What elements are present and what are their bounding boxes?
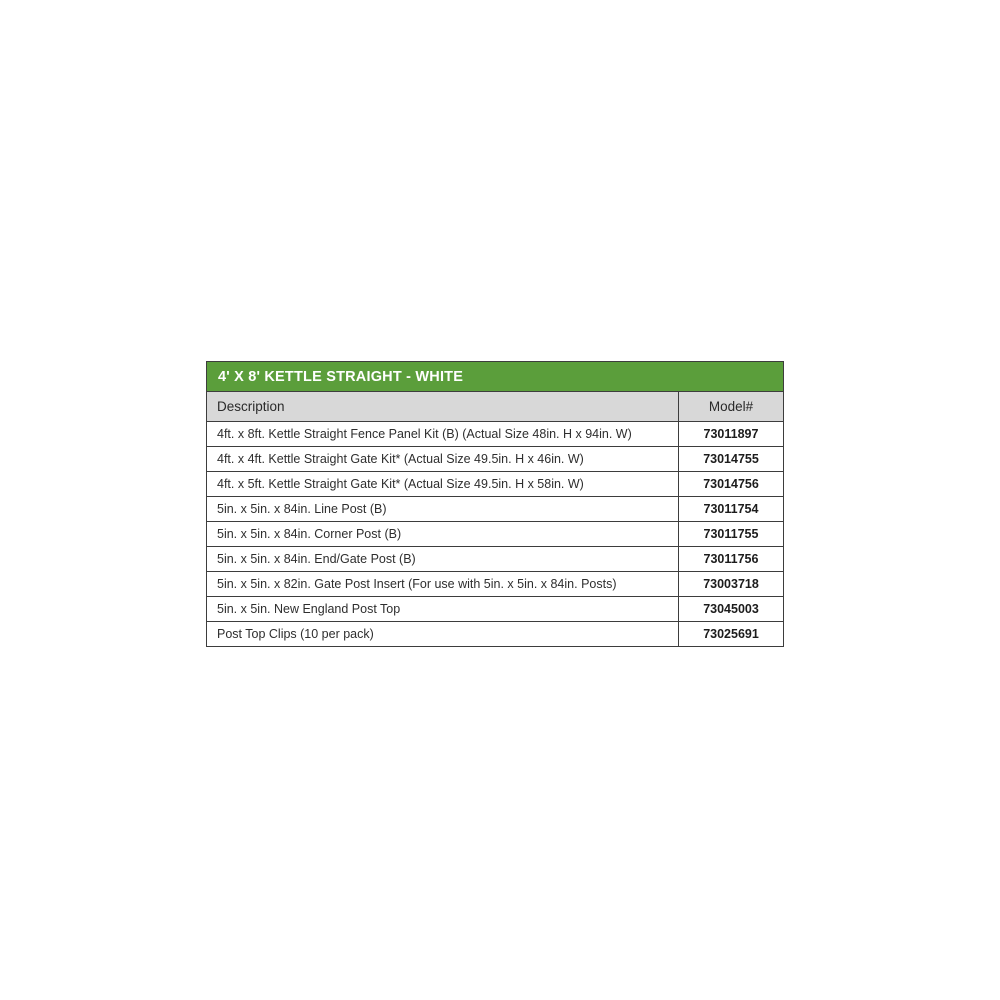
model-cell: 73014756	[677, 471, 785, 497]
table-title-row: 4' X 8' KETTLE STRAIGHT - WHITE	[205, 361, 785, 392]
model-cell: 73025691	[677, 621, 785, 647]
description-cell: 5in. x 5in. x 84in. Corner Post (B)	[206, 521, 679, 547]
table-row: 5in. x 5in. x 84in. Line Post (B) 730117…	[206, 496, 785, 522]
table-title: 4' X 8' KETTLE STRAIGHT - WHITE	[205, 361, 785, 392]
description-cell: 5in. x 5in. x 84in. Line Post (B)	[206, 496, 679, 522]
description-cell: 5in. x 5in. x 82in. Gate Post Insert (Fo…	[206, 571, 679, 597]
description-cell: 5in. x 5in. New England Post Top	[206, 596, 679, 622]
description-cell: 4ft. x 8ft. Kettle Straight Fence Panel …	[206, 421, 679, 447]
product-spec-table: 4' X 8' KETTLE STRAIGHT - WHITE Descript…	[205, 361, 785, 647]
model-cell: 73045003	[677, 596, 785, 622]
table-row: 4ft. x 4ft. Kettle Straight Gate Kit* (A…	[206, 446, 785, 472]
table-row: 4ft. x 8ft. Kettle Straight Fence Panel …	[206, 421, 785, 447]
table-row: Post Top Clips (10 per pack) 73025691	[206, 621, 785, 647]
table-header-row: Description Model#	[206, 391, 785, 422]
model-cell: 73014755	[677, 446, 785, 472]
description-cell: 5in. x 5in. x 84in. End/Gate Post (B)	[206, 546, 679, 572]
description-cell: 4ft. x 5ft. Kettle Straight Gate Kit* (A…	[206, 471, 679, 497]
model-cell: 73003718	[677, 571, 785, 597]
table-row: 4ft. x 5ft. Kettle Straight Gate Kit* (A…	[206, 471, 785, 497]
model-cell: 73011756	[677, 546, 785, 572]
description-cell: 4ft. x 4ft. Kettle Straight Gate Kit* (A…	[206, 446, 679, 472]
table-row: 5in. x 5in. x 84in. Corner Post (B) 7301…	[206, 521, 785, 547]
table-row: 5in. x 5in. x 82in. Gate Post Insert (Fo…	[206, 571, 785, 597]
table-row: 5in. x 5in. New England Post Top 7304500…	[206, 596, 785, 622]
table-row: 5in. x 5in. x 84in. End/Gate Post (B) 73…	[206, 546, 785, 572]
description-cell: Post Top Clips (10 per pack)	[206, 621, 679, 647]
model-cell: 73011755	[677, 521, 785, 547]
column-header-description: Description	[206, 391, 679, 422]
model-cell: 73011754	[677, 496, 785, 522]
column-header-model: Model#	[677, 391, 785, 422]
model-cell: 73011897	[677, 421, 785, 447]
